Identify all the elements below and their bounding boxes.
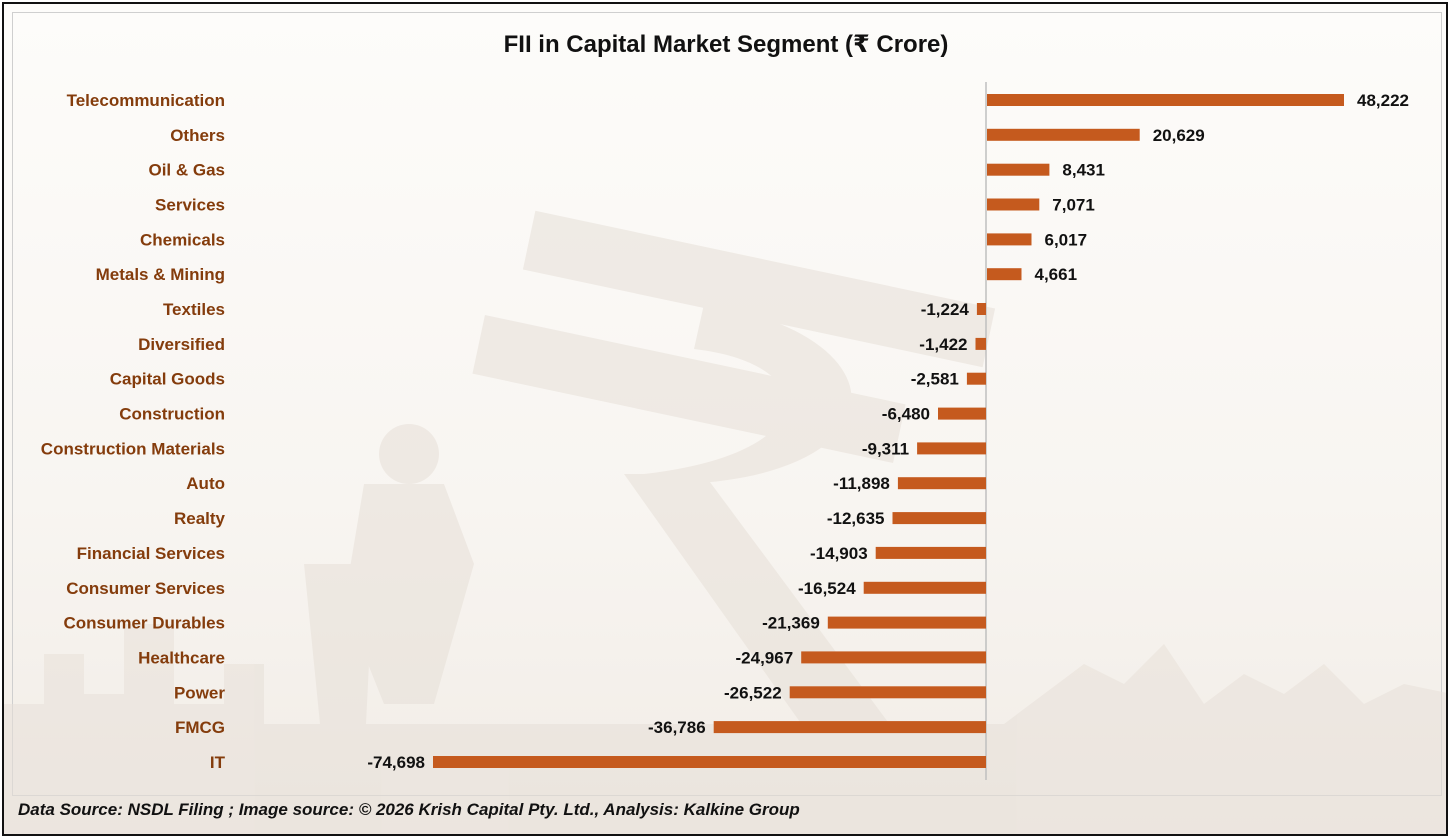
bar (801, 651, 986, 664)
bar (863, 581, 986, 594)
value-label: 7,071 (1052, 196, 1095, 215)
bar (976, 303, 986, 315)
value-label: -1,224 (921, 300, 970, 319)
category-label: Auto (186, 474, 225, 493)
value-label: -12,635 (827, 509, 885, 528)
category-label: Oil & Gas (148, 161, 225, 180)
value-label: -26,522 (724, 683, 782, 702)
bar (938, 407, 986, 420)
bar (987, 233, 1032, 246)
category-label: Realty (174, 509, 226, 528)
bar (975, 337, 986, 350)
category-label: Services (155, 196, 225, 215)
value-label: 20,629 (1153, 126, 1205, 145)
value-label: -36,786 (648, 718, 706, 737)
value-label: -14,903 (810, 544, 868, 563)
bar (892, 512, 986, 525)
category-label: Capital Goods (110, 370, 225, 389)
bar (789, 686, 986, 699)
category-label: Power (174, 683, 225, 702)
bar (917, 442, 986, 455)
bar (987, 128, 1140, 141)
bar (987, 198, 1040, 211)
value-label: 8,431 (1062, 161, 1105, 180)
value-label: -11,898 (833, 474, 890, 493)
bar (966, 372, 986, 385)
bar (987, 268, 1022, 281)
bar (987, 94, 1344, 106)
bar (987, 163, 1050, 176)
category-label: Telecommunication (67, 91, 225, 110)
value-label: -21,369 (762, 614, 820, 633)
value-label: 4,661 (1035, 265, 1078, 284)
category-label: Consumer Durables (63, 614, 225, 633)
category-label: Healthcare (138, 648, 225, 667)
value-label: -24,967 (736, 648, 794, 667)
category-label: Chemicals (140, 230, 225, 249)
category-label: Financial Services (77, 544, 225, 563)
value-label: -9,311 (862, 439, 909, 458)
chart-title: FII in Capital Market Segment (₹ Crore) (503, 31, 949, 58)
bar (897, 477, 986, 490)
category-label: Construction (119, 405, 225, 424)
value-label: -1,422 (919, 335, 967, 354)
category-label: Others (170, 126, 225, 145)
value-label: -16,524 (798, 579, 856, 598)
category-label: FMCG (175, 718, 225, 737)
value-label: 6,017 (1045, 230, 1088, 249)
category-label: Textiles (163, 300, 225, 319)
value-label: -2,581 (911, 370, 959, 389)
bar (875, 546, 986, 559)
value-label: -6,480 (882, 405, 930, 424)
data-source-footer: Data Source: NSDL Filing ; Image source:… (18, 800, 800, 819)
category-label: Diversified (138, 335, 225, 354)
bar (433, 756, 986, 768)
bar (827, 616, 986, 629)
category-label: Metals & Mining (96, 265, 225, 284)
category-label: Consumer Services (66, 579, 225, 598)
category-label: IT (210, 753, 226, 772)
bar (713, 721, 986, 734)
category-label: Construction Materials (41, 439, 225, 458)
value-label: -74,698 (367, 753, 425, 772)
value-label: 48,222 (1357, 91, 1409, 110)
